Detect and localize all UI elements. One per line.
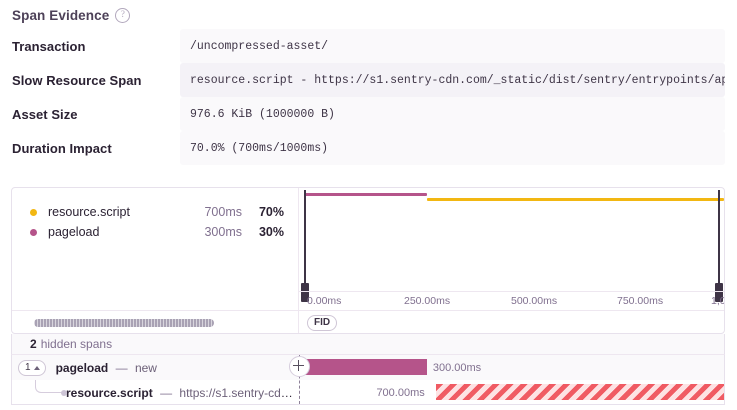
- minimap-window-handle-left[interactable]: [301, 190, 310, 302]
- evidence-value: /uncompressed-asset/: [180, 29, 725, 63]
- legend-label: pageload: [48, 225, 100, 239]
- axis-tick: 750.00ms: [617, 295, 664, 307]
- scrollbar-drag-handle[interactable]: [34, 318, 214, 327]
- span-description: https://s1.sentry-cdn.com/: [179, 385, 299, 400]
- legend-color-dot-pageload: [30, 228, 37, 236]
- axis-tick: 1,000.00ms: [711, 295, 724, 307]
- legend-color-dot-resource-script: [30, 208, 37, 216]
- span-duration-bar[interactable]: [299, 359, 427, 375]
- legend-duration: 300ms: [204, 225, 242, 239]
- evidence-key: Transaction: [12, 38, 86, 54]
- legend-item: resource.script 700ms 70%: [30, 202, 298, 222]
- span-op: pageload: [55, 360, 109, 375]
- span-duration-label: 700.00ms: [376, 386, 425, 399]
- minimap-window-handle-right[interactable]: [715, 190, 724, 302]
- legend-percent: 70%: [258, 205, 284, 219]
- column-divider: [299, 355, 300, 404]
- child-count: 1: [25, 361, 31, 373]
- chart-legend: resource.script 700ms 70% pageload 300ms…: [12, 188, 299, 310]
- span-op: resource.script: [66, 385, 153, 400]
- status-badge[interactable]: FID: [307, 314, 338, 331]
- span-title: pageload — new: [56, 361, 157, 375]
- evidence-key: Asset Size: [12, 106, 78, 122]
- span-bar-track[interactable]: 300.00ms: [299, 355, 724, 380]
- hidden-spans-label: hidden spans: [40, 337, 113, 351]
- drag-grip[interactable]: [715, 283, 724, 302]
- chevron-up-icon: [33, 365, 40, 370]
- axis-tick: 0.00ms: [307, 295, 342, 307]
- waterfall-minimap-panel: resource.script 700ms 70% pageload 300ms…: [11, 187, 725, 334]
- span-node-dot: [61, 389, 67, 396]
- span-description: new: [134, 360, 157, 375]
- evidence-value: 70.0% (700ms/1000ms): [180, 131, 725, 165]
- minimap-axis: 0.00ms 250.00ms 500.00ms 750.00ms 1,000.…: [299, 291, 724, 310]
- table-row: Slow Resource Span resource.script - htt…: [12, 63, 725, 97]
- span-waterfall-rows: 1 pageload — new 300.00ms resource.scrip…: [11, 355, 725, 405]
- span-row-resource-script[interactable]: resource.script — https://s1.sentry-cdn.…: [12, 380, 724, 404]
- span-duration-label: 300.00ms: [432, 361, 482, 374]
- minimap-bar-pageload: [305, 193, 427, 196]
- legend-duration: 700ms: [204, 205, 242, 219]
- table-row: Asset Size 976.6 KiB (1000000 B): [12, 97, 725, 131]
- minimap-footer-row: FID: [12, 310, 724, 333]
- legend-percent: 30%: [258, 225, 284, 239]
- table-row: Duration Impact 70.0% (700ms/1000ms): [12, 131, 725, 165]
- column-resize-handle[interactable]: [289, 356, 310, 377]
- span-evidence-table: Transaction /uncompressed-asset/ Slow Re…: [12, 29, 725, 165]
- span-separator: —: [160, 385, 173, 400]
- collapse-toggle-badge[interactable]: 1: [18, 359, 46, 376]
- tree-connector-line: [35, 380, 64, 393]
- page-title: Span Evidence: [12, 8, 110, 23]
- minimap-bar-resource-script: [426, 198, 724, 201]
- evidence-value: 976.6 KiB (1000000 B): [180, 97, 725, 131]
- minimap-row: resource.script 700ms 70% pageload 300ms…: [12, 188, 724, 310]
- span-label: 1 pageload — new: [12, 355, 299, 380]
- span-evidence-header: Span Evidence ?: [0, 0, 737, 29]
- span-problem-bar[interactable]: [435, 384, 724, 400]
- span-title: resource.script — https://s1.sentry-cdn.…: [66, 386, 299, 400]
- hidden-spans-count: 2: [30, 337, 37, 351]
- drag-grip[interactable]: [301, 283, 310, 302]
- span-label: resource.script — https://s1.sentry-cdn.…: [12, 380, 299, 404]
- evidence-value: resource.script - https://s1.sentry-cdn.…: [180, 63, 725, 97]
- evidence-key: Slow Resource Span: [12, 72, 142, 88]
- span-row-pageload[interactable]: 1 pageload — new 300.00ms: [12, 355, 724, 380]
- horizontal-scrollbar[interactable]: [12, 311, 299, 333]
- evidence-key: Duration Impact: [12, 140, 112, 156]
- vital-marker-container: FID: [299, 311, 724, 333]
- table-row: Transaction /uncompressed-asset/: [12, 29, 725, 63]
- legend-label: resource.script: [48, 205, 130, 219]
- span-separator: —: [115, 360, 128, 375]
- minimap-graph[interactable]: 0.00ms 250.00ms 500.00ms 750.00ms 1,000.…: [299, 188, 724, 310]
- axis-tick: 250.00ms: [404, 295, 451, 307]
- question-circle-icon[interactable]: ?: [115, 8, 131, 23]
- span-bar-track[interactable]: 700.00ms: [299, 380, 724, 404]
- legend-item: pageload 300ms 30%: [30, 222, 298, 242]
- hidden-spans-row[interactable]: 2 hidden spans: [11, 334, 725, 355]
- axis-tick: 500.00ms: [511, 295, 558, 307]
